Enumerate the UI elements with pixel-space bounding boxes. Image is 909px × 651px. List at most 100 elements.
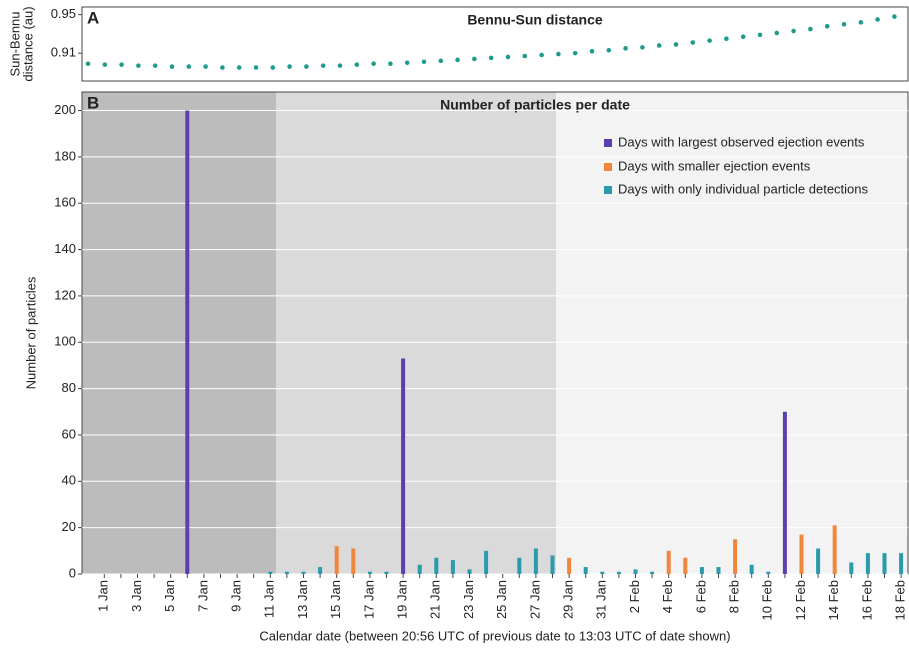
shade-dark: [82, 92, 276, 574]
x-tick-label: 31 Jan: [594, 580, 609, 619]
point: [270, 65, 276, 70]
x-tick-label: 16 Feb: [859, 580, 874, 620]
bar: [417, 564, 422, 574]
bar: [666, 550, 671, 574]
panel-label: B: [87, 93, 99, 112]
point: [522, 53, 528, 59]
point: [203, 64, 208, 69]
legend-swatch: [604, 186, 612, 194]
point: [472, 56, 477, 62]
shade-mid: [276, 92, 556, 574]
bar: [882, 553, 887, 574]
x-tick-label: 29 Jan: [561, 580, 576, 619]
y-tick-label: 0.91: [51, 45, 76, 60]
bar: [699, 567, 704, 574]
panel-a-frame: [81, 6, 909, 82]
point: [488, 55, 494, 61]
y-tick-label: 200: [54, 102, 76, 117]
bar: [550, 555, 555, 574]
x-tick-label: 3 Jan: [129, 580, 144, 612]
y-tick-label: 60: [62, 426, 76, 441]
x-tick-label: 1 Jan: [96, 580, 111, 612]
x-tick-label: 2 Feb: [627, 580, 642, 613]
panel-label: A: [87, 8, 99, 27]
bar: [467, 569, 472, 574]
bar: [318, 567, 323, 574]
x-tick-label: 4 Feb: [660, 580, 675, 613]
x-tick-label: 17 Jan: [361, 580, 376, 619]
point: [220, 65, 225, 70]
y-tick-label: 100: [54, 334, 76, 349]
y-axis-label: Sun-Bennu: [7, 11, 22, 76]
bar: [733, 539, 738, 574]
point: [85, 61, 91, 67]
bar: [434, 557, 439, 574]
bar: [616, 571, 621, 574]
bar: [268, 571, 273, 574]
bar: [384, 571, 389, 574]
bar: [517, 557, 522, 574]
point: [505, 54, 511, 60]
point: [841, 21, 847, 27]
point: [824, 23, 830, 29]
bar: [484, 550, 489, 574]
bar: [351, 548, 356, 574]
bar: [865, 553, 870, 574]
bar: [899, 553, 904, 574]
x-tick-label: 14 Feb: [826, 580, 841, 620]
point: [371, 61, 376, 67]
point: [892, 14, 897, 19]
point: [186, 64, 192, 69]
y-tick-label: 0: [69, 565, 76, 580]
bar: [185, 110, 190, 575]
y-tick-label: 160: [54, 195, 76, 210]
point: [102, 62, 108, 67]
bar: [567, 557, 572, 574]
y-tick-label: 40: [62, 473, 76, 488]
point: [253, 65, 259, 70]
point: [774, 30, 780, 36]
point: [136, 63, 141, 68]
bar: [832, 525, 837, 574]
y-tick-label: 120: [54, 287, 76, 302]
point: [152, 63, 158, 68]
bar: [749, 564, 754, 574]
panel-b: B Number of particles per date 0 20 40 60 80 10…: [23, 93, 908, 643]
point: [455, 57, 460, 63]
legend-swatch: [604, 163, 612, 171]
point: [236, 65, 242, 70]
point: [119, 62, 124, 67]
chart-title: Bennu-Sun distance: [467, 12, 603, 28]
x-tick-label: 12 Feb: [793, 580, 808, 620]
point: [606, 47, 612, 53]
bar: [401, 358, 406, 574]
point: [539, 52, 544, 58]
bar: [650, 571, 655, 574]
point: [388, 61, 393, 67]
legend-label: Days with largest observed ejection even…: [618, 134, 865, 149]
bar: [583, 567, 588, 574]
bar: [284, 571, 289, 574]
x-tick-label: 8 Feb: [727, 580, 742, 613]
point: [690, 40, 696, 45]
point: [875, 17, 880, 22]
point: [304, 64, 309, 69]
bar: [782, 411, 787, 574]
y-tick-label: 80: [62, 380, 76, 395]
bar: [301, 571, 306, 574]
y-tick-label: 0.95: [51, 6, 76, 21]
point: [673, 42, 679, 47]
y-axis-label: Number of particles: [23, 276, 38, 389]
x-axis-label: Calendar date (between 20:56 UTC of prev…: [259, 628, 730, 643]
point: [808, 26, 813, 32]
point: [438, 58, 444, 64]
point: [421, 59, 427, 65]
x-tick-label: 11 Jan: [262, 580, 277, 618]
point: [791, 28, 796, 34]
bar: [716, 567, 721, 574]
point: [858, 20, 864, 25]
bar: [816, 548, 821, 574]
bar: [799, 534, 804, 574]
bar: [683, 557, 688, 574]
